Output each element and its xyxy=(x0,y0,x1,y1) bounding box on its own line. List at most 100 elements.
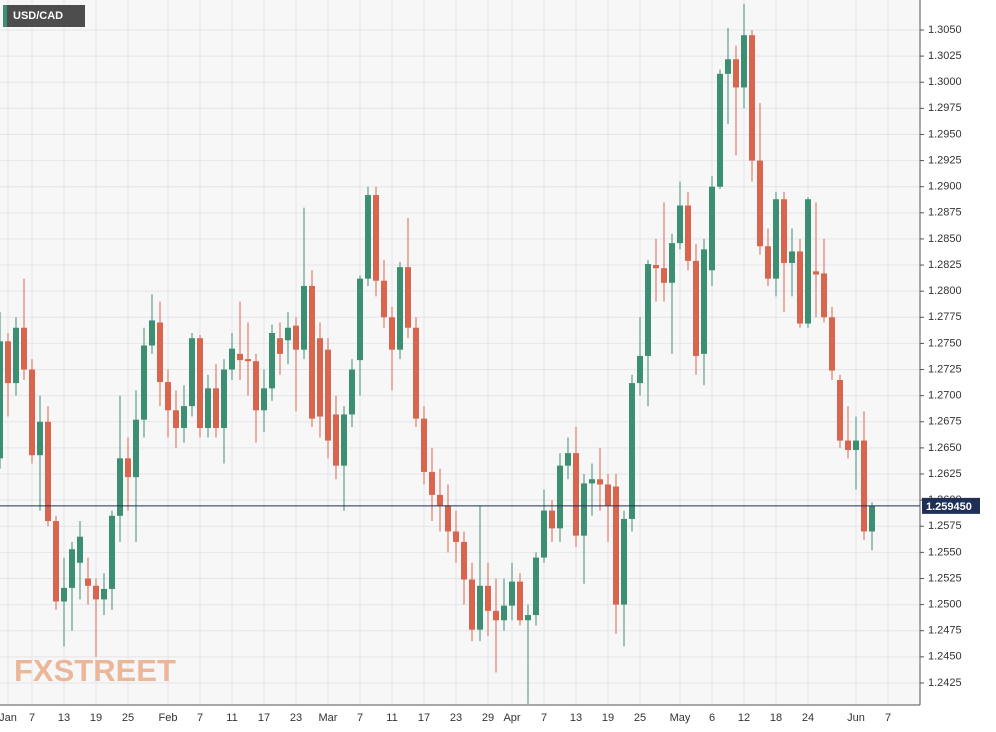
candle-body xyxy=(661,268,667,283)
candle-body xyxy=(701,249,707,354)
candle-body xyxy=(485,585,491,611)
candle-body xyxy=(77,536,83,563)
candle-body xyxy=(85,578,91,586)
x-tick-label: 6 xyxy=(709,712,715,724)
x-tick-label: 23 xyxy=(450,712,462,724)
candle-body xyxy=(173,410,179,429)
y-tick-label: 1.2800 xyxy=(928,285,962,297)
candle-body xyxy=(237,353,243,361)
candle-body xyxy=(389,317,395,350)
y-tick-label: 1.2450 xyxy=(928,651,962,663)
x-tick-label: 7 xyxy=(29,712,35,724)
candle-body xyxy=(261,388,267,411)
x-tick-label: 24 xyxy=(802,712,814,724)
candle-body xyxy=(565,453,571,466)
x-tick-label: Feb xyxy=(159,712,178,724)
y-tick-label: 1.2875 xyxy=(928,207,962,219)
candle-body xyxy=(69,549,75,588)
candle-body xyxy=(381,280,387,318)
title-box xyxy=(3,5,85,27)
candle-body xyxy=(245,359,251,362)
x-tick-label: 23 xyxy=(290,712,302,724)
y-tick-label: 1.3000 xyxy=(928,76,962,88)
x-tick-label: 7 xyxy=(197,712,203,724)
candle-body xyxy=(349,369,355,415)
candle-body xyxy=(749,35,755,161)
y-tick-label: 1.2900 xyxy=(928,181,962,193)
candle-body xyxy=(197,338,203,429)
candle-body xyxy=(293,325,299,350)
candle-body xyxy=(501,605,507,621)
y-tick-label: 1.2650 xyxy=(928,442,962,454)
x-tick-label: Apr xyxy=(503,712,520,724)
y-tick-label: 1.2675 xyxy=(928,416,962,428)
candles xyxy=(0,3,875,704)
y-tick-label: 1.2925 xyxy=(928,154,962,166)
candle-body xyxy=(37,421,43,456)
candle-body xyxy=(317,338,323,417)
candle-body xyxy=(805,199,811,324)
candle-body xyxy=(341,414,347,466)
y-tick-label: 1.2575 xyxy=(928,520,962,532)
candle-body xyxy=(205,388,211,429)
candle-body xyxy=(93,585,99,600)
candle-body xyxy=(189,338,195,407)
candle-body xyxy=(45,421,51,522)
candle-body xyxy=(469,579,475,630)
x-tick-label: 11 xyxy=(226,712,237,724)
candle-body xyxy=(813,271,819,275)
candle-body xyxy=(181,406,187,429)
candle-body xyxy=(429,471,435,495)
y-tick-label: 1.3025 xyxy=(928,50,962,62)
candle-body xyxy=(365,195,371,279)
candle-body xyxy=(789,251,795,263)
candle-body xyxy=(797,251,803,324)
candle-body xyxy=(853,440,859,450)
candle-body xyxy=(541,510,547,558)
y-tick-label: 1.2775 xyxy=(928,311,962,323)
candle-body xyxy=(477,585,483,630)
x-tick-label: May xyxy=(670,712,691,724)
watermark: FXSTREET xyxy=(14,653,176,688)
candle-body xyxy=(861,440,867,532)
candle-body xyxy=(157,322,163,383)
candle-body xyxy=(461,541,467,580)
candle-body xyxy=(221,369,227,429)
candle-body xyxy=(693,260,699,356)
candle-body xyxy=(101,588,107,600)
candle-body xyxy=(645,264,651,356)
candle-body xyxy=(405,267,411,328)
x-tick-label: 13 xyxy=(58,712,70,724)
candle-body xyxy=(621,518,627,605)
y-tick-label: 1.2550 xyxy=(928,546,962,558)
candle-body xyxy=(493,610,499,621)
candle-body xyxy=(837,379,843,441)
candle-body xyxy=(445,505,451,532)
candle-body xyxy=(685,205,691,261)
x-tick-label: 29 xyxy=(482,712,494,724)
candle-body xyxy=(301,285,307,350)
title-accent xyxy=(3,5,7,27)
y-tick-label: 1.2850 xyxy=(928,233,962,245)
candle-body xyxy=(421,418,427,472)
x-tick-label: 25 xyxy=(634,712,646,724)
candle-body xyxy=(581,483,587,536)
x-tick-label: Jan xyxy=(0,712,17,724)
x-tick-label: 25 xyxy=(122,712,134,724)
y-tick-label: 1.3050 xyxy=(928,24,962,36)
candle-body xyxy=(557,465,563,529)
y-tick-label: 1.2525 xyxy=(928,572,962,584)
candle-body xyxy=(21,327,27,370)
y-tick-label: 1.2825 xyxy=(928,259,962,271)
x-tick-label: 7 xyxy=(541,712,547,724)
candle-body xyxy=(549,510,555,529)
x-tick-label: Mar xyxy=(319,712,338,724)
candle-body xyxy=(765,246,771,279)
y-tick-label: 1.2700 xyxy=(928,390,962,402)
candle-body xyxy=(269,332,275,389)
candle-body xyxy=(309,285,315,419)
candle-body xyxy=(109,515,115,589)
candle-body xyxy=(717,73,723,187)
candle-body xyxy=(53,521,59,602)
